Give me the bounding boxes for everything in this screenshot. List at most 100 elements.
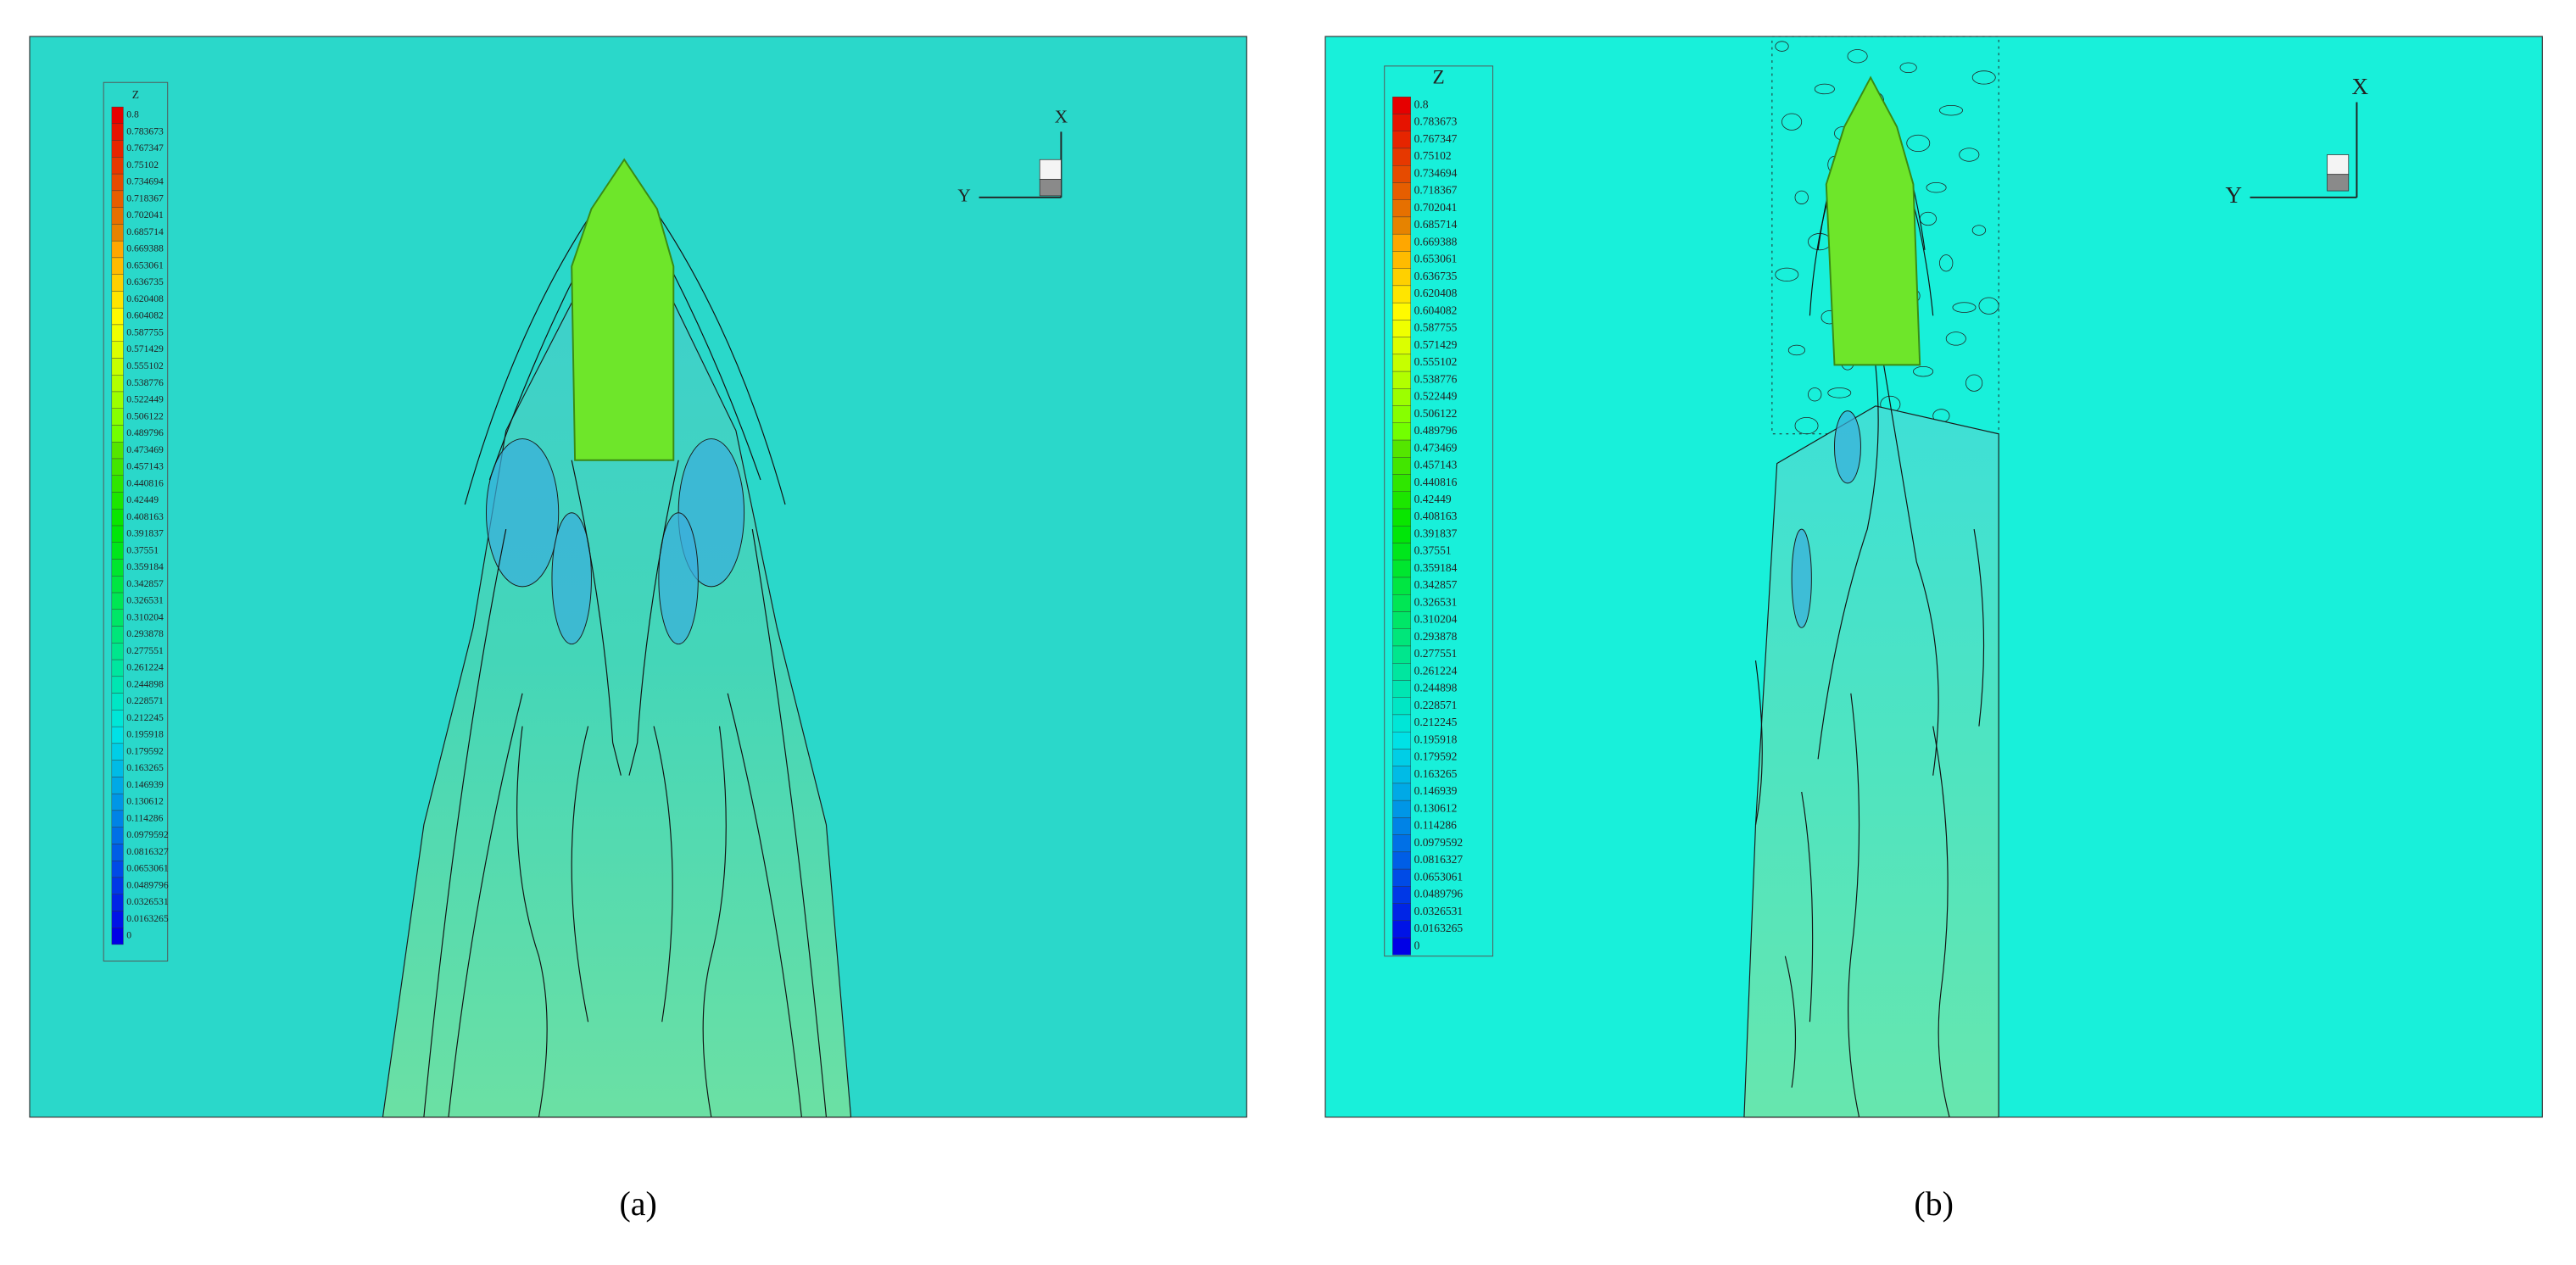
legend-label: 0.326531	[1414, 595, 1458, 608]
noise-contour	[1939, 104, 1963, 116]
legend-swatch	[111, 609, 124, 627]
legend-label: 0.653061	[126, 259, 164, 270]
legend-swatch	[111, 592, 124, 610]
legend-swatch	[111, 743, 124, 761]
legend-label: 0.8	[126, 109, 139, 120]
legend-box	[1384, 65, 1494, 957]
legend-label: 0.555102	[1414, 355, 1458, 368]
noise-contour	[1781, 113, 1803, 131]
legend-swatch	[111, 458, 124, 476]
legend-swatch	[1392, 457, 1411, 475]
legend-label: 0.277551	[126, 645, 164, 656]
legend-label: 0.212245	[126, 712, 164, 723]
legend-label: 0.326531	[126, 595, 164, 606]
legend-swatch	[1392, 285, 1411, 304]
legend-label: 0.342857	[1414, 578, 1458, 591]
legend-label: 0.718367	[1414, 184, 1458, 197]
legend-swatch	[1392, 114, 1411, 131]
legend-label: 0.571429	[1414, 338, 1458, 351]
legend-label: 0.767347	[126, 142, 164, 153]
low-lobe	[1833, 410, 1861, 484]
legend-swatch	[1392, 526, 1411, 543]
legend-label: 0.359184	[1414, 561, 1458, 574]
legend-swatch	[111, 408, 124, 426]
contour-line	[1883, 365, 1939, 776]
legend-swatch	[1392, 577, 1411, 595]
legend-label: 0	[1414, 939, 1420, 951]
legend-swatch	[111, 559, 124, 577]
legend-swatch	[1392, 371, 1411, 389]
legend-swatch	[1392, 594, 1411, 612]
noise-contour	[1847, 49, 1868, 64]
legend-label: 0.114286	[1414, 819, 1458, 832]
contour-line	[653, 726, 673, 1023]
legend-label: 0.391837	[1414, 527, 1458, 540]
legend-label: 0.261224	[1414, 664, 1458, 677]
legend-label: 0.277551	[1414, 647, 1458, 660]
legend-label: 0.636735	[126, 276, 164, 287]
legend-label: 0.261224	[126, 662, 164, 673]
legend-label: 0.473469	[1414, 441, 1458, 454]
legend-swatch	[1392, 868, 1411, 887]
legend-swatch	[111, 626, 124, 644]
contour-line	[1973, 529, 1985, 727]
contour-line	[727, 693, 802, 1117]
legend-swatch	[1392, 851, 1411, 870]
legend-swatch	[111, 324, 124, 342]
legend-swatch	[111, 509, 124, 527]
legend-label: 0.310204	[1414, 613, 1458, 626]
legend-swatch	[111, 911, 124, 928]
legend-label: 0.228571	[126, 695, 164, 706]
contour-line	[1848, 693, 1860, 1117]
contour-line	[628, 460, 679, 776]
noise-contour	[1939, 254, 1954, 272]
legend-label: 0.669388	[1414, 235, 1458, 248]
legend-swatch	[111, 643, 124, 660]
noise-contour	[1945, 332, 1966, 346]
legend-label: 0.522449	[1414, 390, 1458, 403]
legend-label: 0.702041	[126, 209, 164, 220]
legend-swatch	[111, 676, 124, 694]
legend-swatch	[111, 760, 124, 777]
legend-swatch	[111, 123, 124, 141]
legend-label: 0.0489796	[1414, 888, 1464, 900]
legend-swatch	[111, 492, 124, 510]
legend-swatch	[1392, 268, 1411, 287]
legend-swatch	[111, 157, 124, 175]
legend-label: 0.146939	[126, 779, 164, 790]
panel: Z 0.8 0.783673 0.767347 0.75102 0.734694 0.718…	[29, 36, 1247, 1118]
legend-label: 0.0653061	[1414, 870, 1464, 883]
panel-caption: (b)	[1914, 1184, 1954, 1223]
legend-label: 0.440816	[1414, 476, 1458, 488]
legend-swatch	[111, 190, 124, 208]
legend-label: 0.620408	[126, 293, 164, 304]
wake-region	[382, 199, 852, 1118]
legend-swatch	[1392, 749, 1411, 766]
contour-line	[448, 693, 523, 1117]
wake-region	[1743, 405, 1999, 1118]
legend-swatch	[111, 810, 124, 828]
legend-swatch	[111, 307, 124, 326]
legend-swatch	[1392, 731, 1411, 750]
low-lobe	[551, 512, 592, 645]
legend-label: 0.293878	[126, 628, 164, 639]
legend-label: 0.37551	[126, 544, 159, 555]
legend-swatch	[111, 173, 124, 192]
legend-label: 0.408163	[1414, 510, 1458, 522]
legend-swatch	[1392, 388, 1411, 406]
noise-contour	[1827, 387, 1852, 398]
legend-swatch	[1392, 182, 1411, 200]
legend-label: 0.37551	[1414, 544, 1452, 557]
legend-label: 0.391837	[126, 528, 164, 539]
legend-label: 0.408163	[126, 511, 164, 522]
legend-swatch	[1392, 320, 1411, 337]
legend-swatch	[1392, 817, 1411, 835]
legend-title: Z	[132, 88, 139, 101]
noise-contour	[1794, 190, 1809, 204]
legend-swatch	[1392, 337, 1411, 355]
hull	[1825, 75, 1921, 366]
legend-swatch	[111, 257, 124, 275]
legend-box	[103, 81, 169, 962]
legend-swatch	[1392, 216, 1411, 235]
